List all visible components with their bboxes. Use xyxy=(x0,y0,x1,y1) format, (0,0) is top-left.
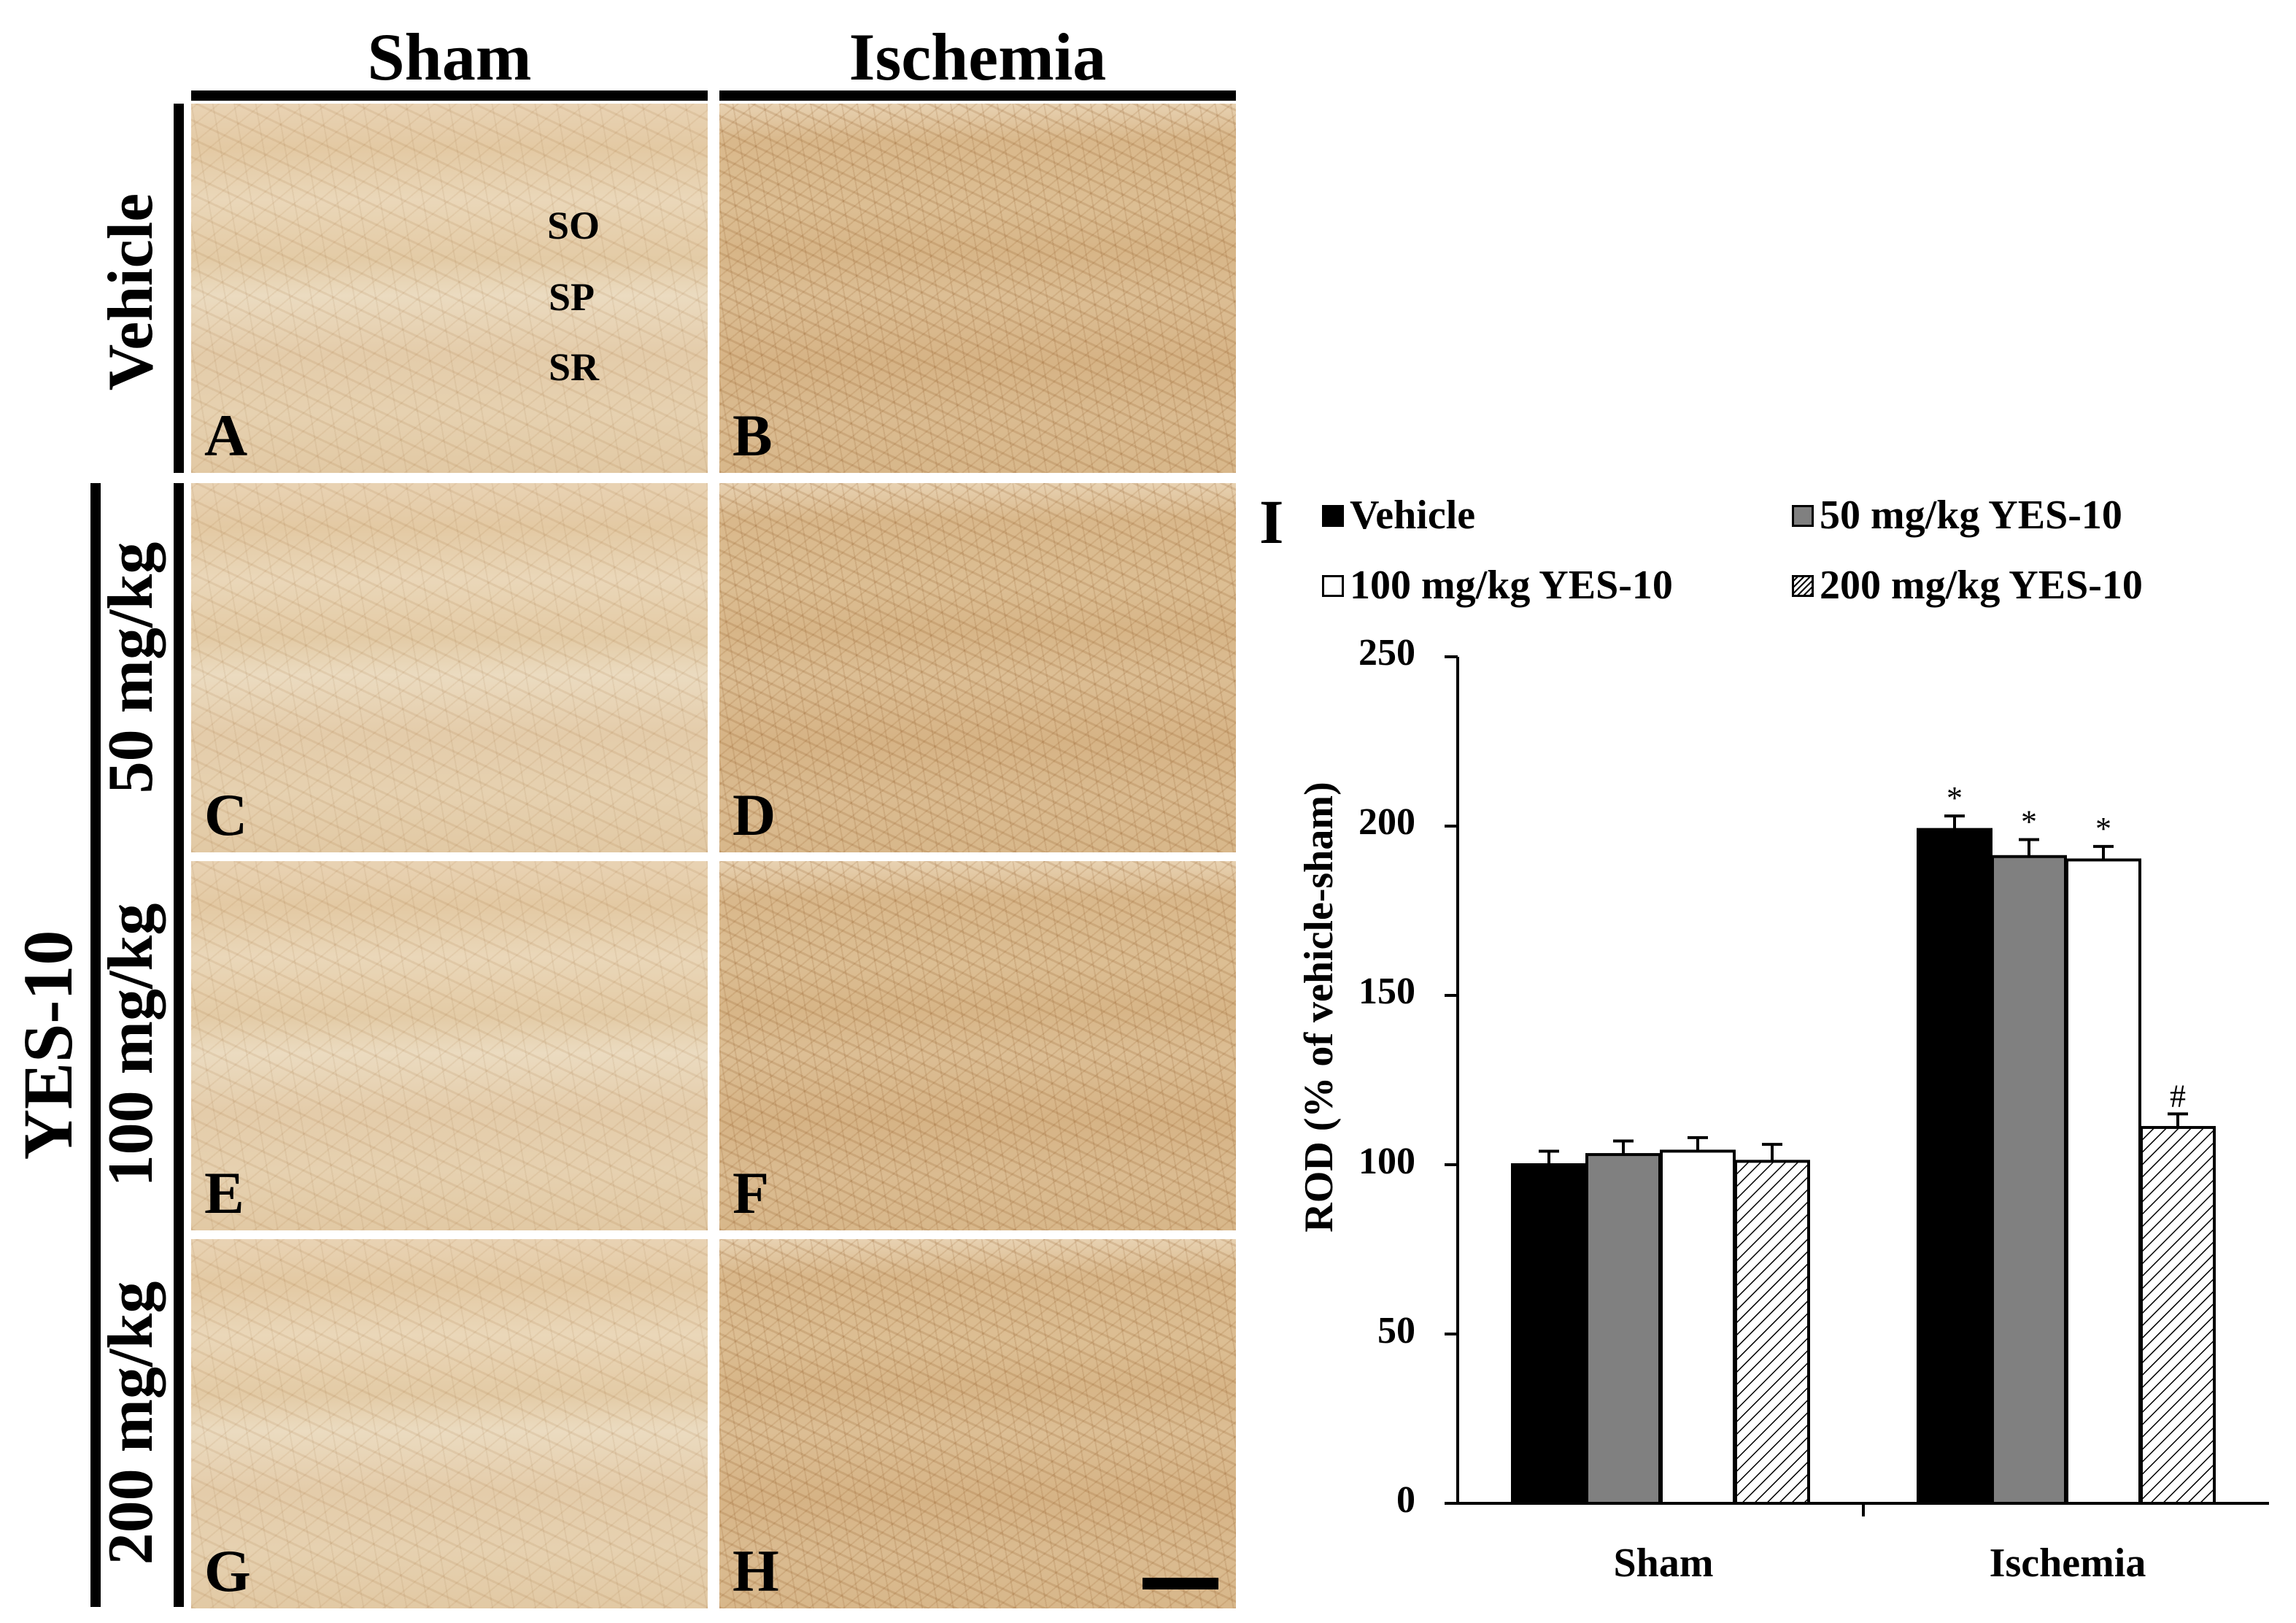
bar xyxy=(1991,855,2067,1505)
significance-mark: * xyxy=(2095,811,2111,847)
panel-letter-a: A xyxy=(204,402,248,469)
column-title-ischemia: Ischemia xyxy=(849,20,1107,94)
panel-letter-f: F xyxy=(733,1160,770,1226)
significance-mark: # xyxy=(2170,1078,2186,1114)
layer-label-sr: SR xyxy=(549,345,600,389)
group-bar-yes10 xyxy=(90,483,101,1607)
bar xyxy=(2065,858,2141,1505)
legend-entry-100mgkg: 100 mg/kg YES-10 xyxy=(1350,563,1673,608)
panel-letter-b: B xyxy=(733,402,773,469)
legend-entry-200mgkg: 200 mg/kg YES-10 xyxy=(1820,563,2143,608)
panel-letter-h: H xyxy=(733,1538,779,1604)
panel-letter-e: E xyxy=(204,1160,244,1226)
layer-label-sp: SP xyxy=(549,275,595,319)
micrograph-panel-d: D xyxy=(719,483,1236,852)
row-bar-vehicle xyxy=(174,104,184,473)
micrograph-panel-h: H xyxy=(719,1239,1236,1608)
panel-letter-c: C xyxy=(204,782,248,848)
legend-swatch-100mgkg xyxy=(1322,575,1344,597)
bar xyxy=(1585,1153,1661,1505)
y-tick-label: 50 xyxy=(1377,1310,1415,1352)
significance-mark: * xyxy=(1947,780,1963,816)
legend-entry-50mgkg: 50 mg/kg YES-10 xyxy=(1820,493,2122,538)
significance-mark: * xyxy=(2021,804,2037,840)
legend-swatch-200mgkg xyxy=(1792,575,1814,597)
micrograph-panel-e: E xyxy=(191,861,708,1230)
y-tick-label: 250 xyxy=(1358,632,1415,674)
column-title-sham: Sham xyxy=(367,20,532,94)
column-bar-sham xyxy=(191,90,708,101)
legend-entry-vehicle: Vehicle xyxy=(1350,493,1476,538)
micrograph-panel-b: B xyxy=(719,104,1236,473)
scale-bar xyxy=(1143,1578,1218,1589)
bar xyxy=(1660,1149,1736,1505)
micrograph-panel-a: SO SP SR A xyxy=(191,104,708,473)
column-bar-ischemia xyxy=(719,90,1236,101)
legend-swatch-vehicle xyxy=(1322,505,1344,527)
bar xyxy=(1917,828,1992,1505)
micrograph-panel-c: C xyxy=(191,483,708,852)
y-tick-label: 100 xyxy=(1358,1141,1415,1182)
micrograph-panel-f: F xyxy=(719,861,1236,1230)
legend-swatch-50mgkg xyxy=(1792,505,1814,527)
panel-letter-g: G xyxy=(204,1538,251,1604)
panel-letter-i: I xyxy=(1259,487,1284,557)
panel-letter-d: D xyxy=(733,782,776,848)
x-category-label-sham: Sham xyxy=(1613,1541,1714,1586)
y-tick-label: 150 xyxy=(1358,971,1415,1012)
layer-label-so: SO xyxy=(547,204,600,247)
row-bar-yes10 xyxy=(174,483,184,1607)
y-tick-label: 0 xyxy=(1396,1479,1415,1521)
y-tick-label: 200 xyxy=(1358,801,1415,843)
micrograph-panel-g: G xyxy=(191,1239,708,1608)
bar xyxy=(2140,1125,2216,1505)
bar xyxy=(1734,1160,1810,1505)
x-category-label-ischemia: Ischemia xyxy=(1989,1541,2146,1586)
bar xyxy=(1511,1163,1587,1505)
